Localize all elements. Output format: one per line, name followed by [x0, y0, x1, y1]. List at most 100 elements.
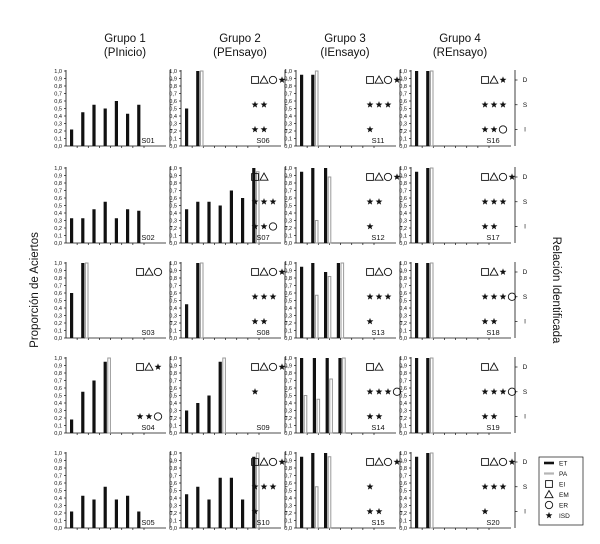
y-tick-label: 0,2	[54, 129, 62, 135]
group-2-subtitle: (PEnsayo)	[213, 47, 267, 59]
y-tick-label: 0,7	[399, 284, 407, 290]
y-tick-label: 0,3	[169, 122, 177, 128]
y-tick-label: 0,2	[399, 416, 407, 422]
relation-d-star-icon	[278, 363, 286, 370]
y-tick-label: 0,2	[284, 321, 292, 327]
relation-d-circle-icon	[498, 457, 508, 467]
bar-pa	[342, 357, 346, 434]
bar-et	[311, 263, 315, 338]
relation-d-circle-icon	[153, 267, 163, 277]
y-tick-label: 0,1	[169, 329, 177, 335]
relation-d-square-icon	[481, 363, 489, 371]
y-tick-label: 0,9	[399, 77, 407, 83]
y-tick-label: 0,8	[399, 276, 407, 282]
y-tick-label: 0,8	[284, 371, 292, 377]
bar-et	[126, 113, 130, 146]
y-tick-label: 1,0	[169, 261, 177, 267]
y-tick-label: 0,3	[399, 409, 407, 415]
bar-et	[81, 495, 85, 528]
y-tick-label: 0,4	[284, 114, 292, 120]
y-tick-label: 0,9	[54, 269, 62, 275]
relation-d-circle-icon	[498, 172, 508, 182]
y-tick-label: 0,6	[399, 386, 407, 392]
relation-s-star-icon	[366, 198, 374, 205]
subject-label: S07	[256, 233, 269, 242]
y-tick-label: 0,9	[284, 174, 292, 180]
y-tick-label: 1,0	[169, 451, 177, 457]
relation-s-star-icon	[269, 483, 277, 490]
y-tick-label: 0,1	[284, 519, 292, 525]
relation-s-star-icon	[375, 101, 383, 108]
bar-pa	[340, 262, 345, 339]
y-tick-label: 0,2	[169, 226, 177, 232]
y-tick-label: 0,8	[399, 371, 407, 377]
subject-label: S17	[486, 233, 499, 242]
relation-s-circle-icon	[507, 292, 517, 301]
y-tick-label: 0,0	[284, 241, 292, 247]
y-tick-label: 0,3	[54, 122, 62, 128]
y-tick-label: 0,3	[54, 219, 62, 225]
y-tick-label: 0,2	[399, 129, 407, 135]
bar-et	[241, 198, 245, 243]
y-tick-label: 0,0	[169, 241, 177, 247]
bar-et	[336, 263, 340, 338]
y-tick-label: 0,1	[284, 329, 292, 335]
y-tick-label: 0,2	[54, 321, 62, 327]
panel-S20: 1,0 0,90,8 0,70,6 0,50,4 0,30,2 0,10,0 S20 D S I	[399, 451, 528, 532]
y-tick-label: 0,7	[284, 92, 292, 98]
group-1-title: Grupo 1	[104, 33, 146, 45]
relation-tick-label: I	[524, 509, 526, 516]
bar-pa	[255, 452, 260, 529]
bar-et	[196, 201, 200, 243]
bar-et	[103, 201, 107, 243]
relation-d-triangle-icon	[374, 362, 384, 371]
relation-d-square-icon	[481, 76, 489, 84]
relation-d-triangle-icon	[144, 267, 154, 276]
y-tick-label: 0,4	[54, 211, 62, 217]
panel-S17: 1,0 0,90,8 0,70,6 0,50,4 0,30,2 0,10,0 S17 D S I	[399, 166, 528, 247]
relation-s-star-icon	[269, 198, 277, 205]
y-tick-label: 0,8	[54, 276, 62, 282]
relation-d-triangle-icon	[489, 172, 499, 181]
y-tick-label: 1,0	[169, 69, 177, 75]
y-tick-label: 0,4	[399, 496, 407, 502]
y-tick-label: 0,7	[54, 474, 62, 480]
relation-i-star-icon	[490, 125, 498, 133]
bar-pa	[429, 357, 434, 434]
y-tick-label: 0,9	[169, 269, 177, 275]
y-tick-label: 1,0	[54, 356, 62, 362]
relation-s-star-icon	[260, 293, 268, 300]
y-tick-label: 0,1	[54, 137, 62, 143]
y-tick-label: 1,0	[399, 166, 407, 172]
relation-tick-label: I	[524, 414, 526, 421]
panel-S05: 1,0 0,90,8 0,70,6 0,50,4 0,30,2 0,10,0 S05	[54, 451, 173, 532]
relation-tick-label: S	[523, 484, 528, 491]
group-4-subtitle: (REnsayo)	[433, 47, 487, 59]
legend-label: ER	[559, 502, 568, 509]
relation-d-square-icon	[481, 173, 489, 181]
y-tick-label: 1,0	[284, 69, 292, 75]
y-tick-label: 0,3	[284, 409, 292, 415]
bar-et	[311, 453, 315, 528]
group-2-title: Grupo 2	[219, 33, 261, 45]
y-tick-label: 0,8	[54, 371, 62, 377]
relation-d-square-icon	[251, 458, 259, 466]
y-tick-label: 0,9	[169, 174, 177, 180]
bar-pa	[199, 70, 204, 147]
relation-i-star-icon	[366, 222, 374, 230]
y-tick-label: 0,1	[399, 234, 407, 240]
y-tick-label: 0,5	[169, 394, 177, 400]
bar-et	[415, 263, 419, 338]
y-tick-label: 0,0	[399, 526, 407, 532]
relation-d-circle-icon	[268, 267, 278, 277]
y-tick-label: 0,2	[284, 511, 292, 517]
bar-et	[196, 263, 200, 338]
bar-et	[300, 266, 304, 338]
y-tick-label: 0,9	[284, 364, 292, 370]
y-tick-label: 0,0	[399, 336, 407, 342]
panel-S06: 1,0 0,90,8 0,70,6 0,50,4 0,30,2 0,10,0 S06	[169, 69, 288, 150]
y-tick-label: 0,8	[284, 276, 292, 282]
relation-i-star-icon	[490, 222, 498, 230]
panel-S13: 1,0 0,90,8 0,70,6 0,50,4 0,30,2 0,10,0 S13	[284, 261, 403, 342]
